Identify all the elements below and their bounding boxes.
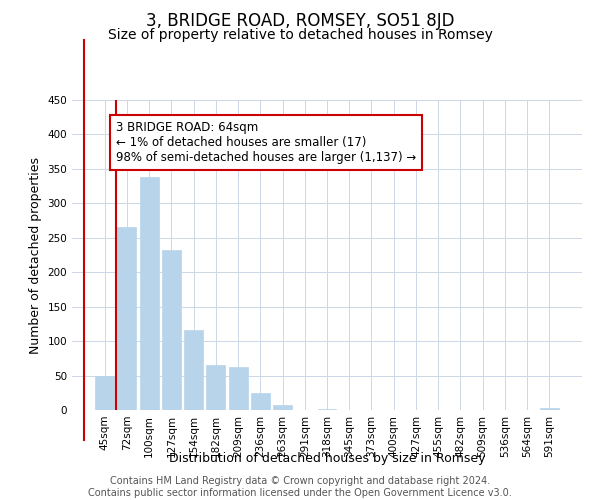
Bar xyxy=(95,376,114,410)
Bar xyxy=(206,365,225,410)
Bar xyxy=(540,408,559,410)
Text: Size of property relative to detached houses in Romsey: Size of property relative to detached ho… xyxy=(107,28,493,42)
Bar xyxy=(251,393,270,410)
Bar xyxy=(229,368,248,410)
Bar xyxy=(162,250,181,410)
Bar xyxy=(273,405,292,410)
Text: Distribution of detached houses by size in Romsey: Distribution of detached houses by size … xyxy=(169,452,485,465)
Text: 3, BRIDGE ROAD, ROMSEY, SO51 8JD: 3, BRIDGE ROAD, ROMSEY, SO51 8JD xyxy=(146,12,454,30)
Bar xyxy=(118,228,136,410)
Bar xyxy=(140,177,158,410)
Text: 3 BRIDGE ROAD: 64sqm
← 1% of detached houses are smaller (17)
98% of semi-detach: 3 BRIDGE ROAD: 64sqm ← 1% of detached ho… xyxy=(116,120,416,164)
Text: Contains HM Land Registry data © Crown copyright and database right 2024.
Contai: Contains HM Land Registry data © Crown c… xyxy=(88,476,512,498)
Bar xyxy=(184,330,203,410)
Y-axis label: Number of detached properties: Number of detached properties xyxy=(29,156,42,354)
Bar xyxy=(317,408,337,410)
